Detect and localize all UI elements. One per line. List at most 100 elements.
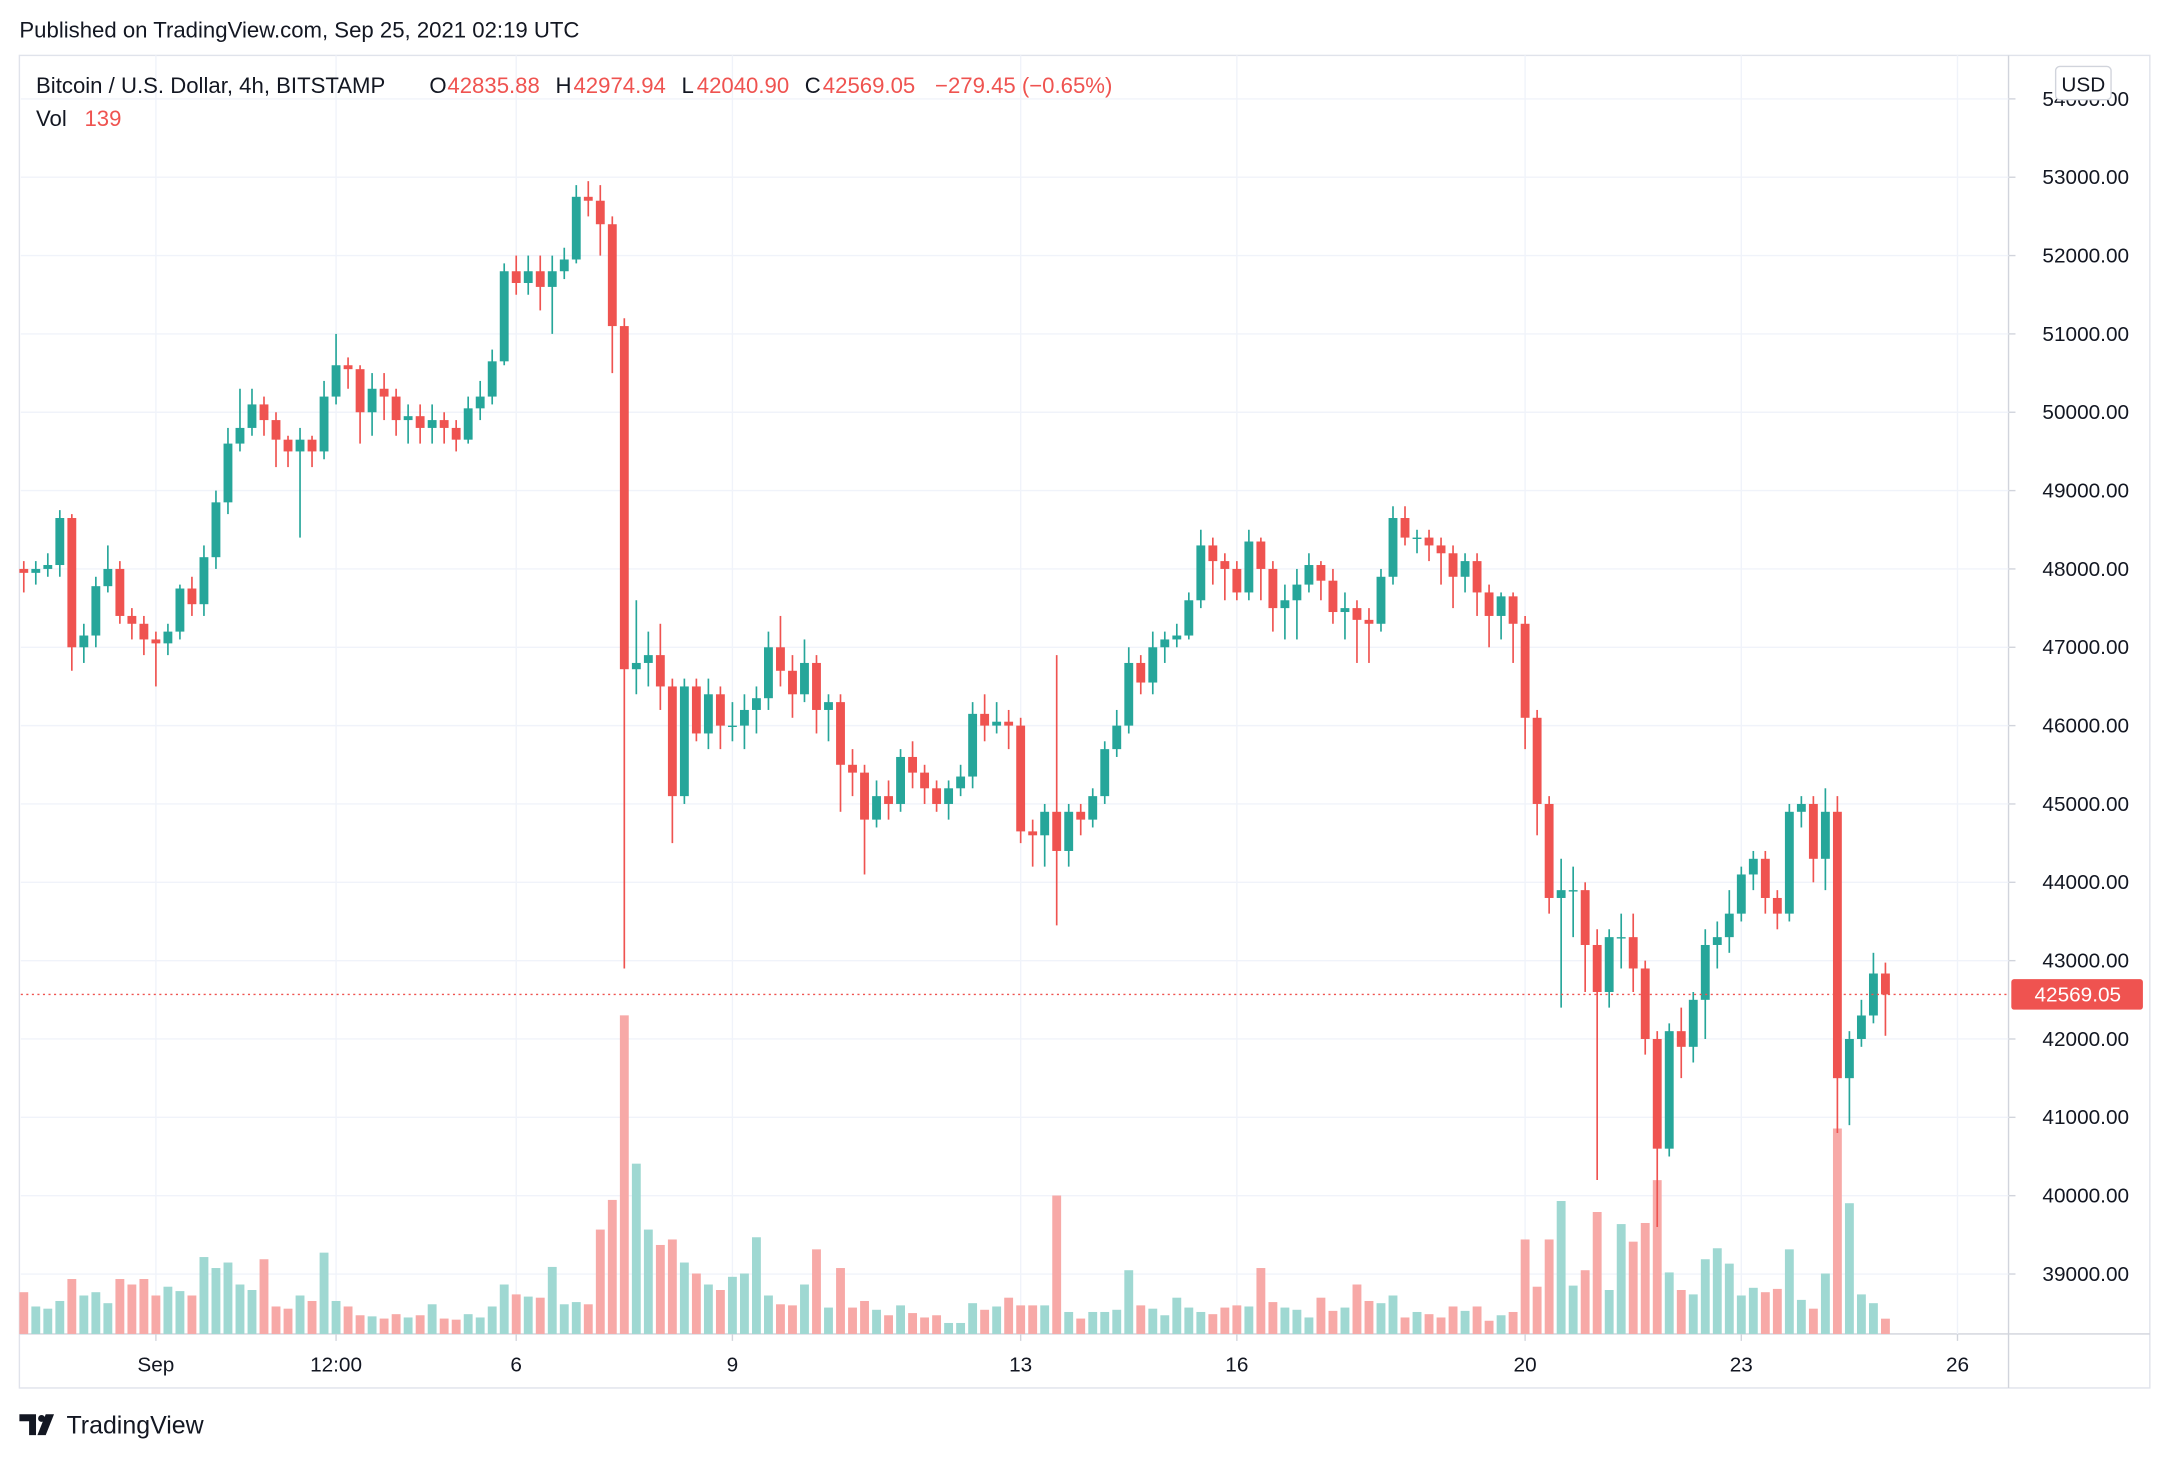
candle-body: [1184, 600, 1194, 636]
volume-bar: [1700, 1259, 1710, 1334]
candle-body: [307, 439, 317, 452]
ohlc-key: O: [429, 73, 446, 98]
volume-bar: [764, 1295, 773, 1334]
currency-label[interactable]: USD: [2061, 73, 2105, 96]
candle-body: [824, 702, 833, 710]
volume-bar: [1820, 1273, 1830, 1334]
candle-body: [523, 271, 533, 283]
candle-body: [1436, 545, 1446, 554]
candle-body: [1508, 596, 1518, 624]
volume-bar: [31, 1306, 41, 1334]
volume-bar: [343, 1306, 353, 1334]
volume-bar: [1160, 1315, 1170, 1334]
volume-bar: [379, 1318, 389, 1334]
volume-bar: [1532, 1286, 1542, 1334]
candle-body: [932, 788, 942, 804]
volume-bar: [1736, 1295, 1746, 1334]
candle-body: [1580, 890, 1590, 945]
candle-body: [463, 408, 473, 440]
volume-bar: [1376, 1303, 1386, 1334]
candle-body: [559, 259, 569, 272]
candle-body: [1712, 937, 1722, 945]
volume-bar: [1652, 1180, 1662, 1334]
candle-body: [1280, 600, 1290, 609]
candle-body: [607, 224, 617, 327]
candle-body: [667, 686, 677, 797]
volume-bar: [139, 1279, 149, 1334]
x-tick-label: 16: [1225, 1353, 1248, 1376]
volume-bar: [1856, 1294, 1866, 1334]
volume-bar: [1676, 1290, 1686, 1334]
x-tick-label: 26: [1946, 1353, 1969, 1376]
volume-bar: [103, 1303, 113, 1334]
volume-bar: [1364, 1300, 1374, 1334]
volume-bar: [355, 1315, 365, 1334]
volume-bar: [235, 1284, 245, 1334]
candle-body: [367, 388, 377, 413]
volume-bar: [199, 1257, 209, 1334]
currency-box[interactable]: [2054, 65, 2112, 101]
candle-body: [1592, 944, 1602, 992]
candle-body: [163, 631, 173, 644]
y-tick-label: 51000.00: [2042, 323, 2129, 346]
candle-body: [800, 662, 809, 695]
volume-bar: [968, 1303, 978, 1334]
y-tick-label: 48000.00: [2042, 558, 2129, 581]
y-tick-label: 50000.00: [2042, 401, 2129, 424]
volume-bar: [1316, 1297, 1326, 1334]
volume-bar: [1148, 1308, 1158, 1334]
candle-body: [1808, 803, 1818, 859]
candle-body: [727, 725, 737, 728]
volume-bar: [655, 1244, 665, 1334]
candle-body: [1676, 1031, 1686, 1047]
x-tick-label: 20: [1514, 1353, 1537, 1376]
volume-bar: [703, 1284, 713, 1334]
candle-body: [223, 443, 233, 503]
volume-bar: [1088, 1311, 1098, 1334]
candle-body: [619, 326, 629, 670]
y-tick-label: 52000.00: [2042, 244, 2129, 267]
y-tick-label: 39000.00: [2042, 1263, 2129, 1286]
volume-bar: [1004, 1297, 1014, 1334]
volume-bar: [956, 1322, 966, 1334]
candle-body: [547, 271, 557, 287]
candle-body: [1040, 811, 1050, 836]
candle-body: [67, 518, 77, 648]
volume-bar: [583, 1304, 593, 1334]
volume-bar: [619, 1015, 629, 1334]
volume-bar: [812, 1249, 821, 1334]
volume-bar: [1412, 1311, 1422, 1334]
candle-body: [1424, 537, 1434, 546]
volume-bar: [511, 1294, 521, 1334]
candle-body: [1688, 999, 1698, 1047]
volume-bar: [1208, 1314, 1218, 1334]
volume-bar: [1881, 1318, 1890, 1334]
candle-body: [1268, 568, 1278, 609]
ohlc-value: 42040.90: [697, 73, 789, 98]
volume-bar: [1328, 1310, 1338, 1334]
volume-bar: [223, 1262, 233, 1334]
candle-body: [1064, 811, 1074, 851]
volume-bar: [391, 1314, 401, 1334]
candle-body: [1556, 890, 1566, 898]
volume-bar: [944, 1322, 954, 1334]
candle-body: [703, 694, 713, 734]
candle-body: [1316, 565, 1326, 581]
y-tick-label: 44000.00: [2042, 871, 2129, 894]
candle-body: [1388, 518, 1398, 577]
candle-body: [944, 788, 954, 804]
volume-bar: [800, 1284, 809, 1334]
ohlc-key: L: [682, 73, 694, 98]
candle-body: [427, 420, 437, 428]
volume-bar: [43, 1308, 53, 1334]
candle-body: [319, 396, 329, 452]
candle-body: [968, 713, 978, 777]
candle-body: [1796, 803, 1806, 812]
candle-body: [1304, 565, 1314, 585]
candle-body: [715, 694, 725, 726]
candle-body: [199, 557, 209, 605]
volume-bar: [1028, 1305, 1038, 1334]
volume-bar: [1616, 1224, 1626, 1334]
x-tick-label: 13: [1009, 1353, 1032, 1376]
volume-bar: [1292, 1309, 1302, 1334]
